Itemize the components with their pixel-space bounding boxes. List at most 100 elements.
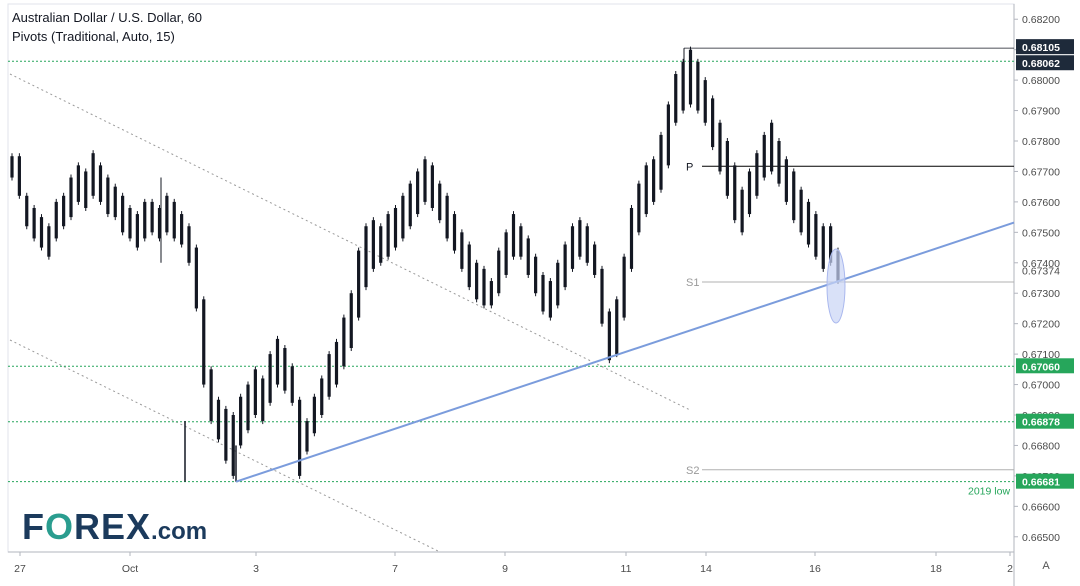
candle-body-86	[644, 165, 648, 215]
candle-body-103	[770, 122, 774, 172]
candle-body-22	[172, 201, 176, 239]
pivot-label-s2: S2	[686, 465, 699, 477]
candle-body-36	[275, 338, 280, 385]
candle-body-63	[475, 262, 479, 300]
pivot-label-s1: S1	[686, 277, 699, 289]
candle-body-26	[202, 299, 206, 385]
time-tick-6: 14	[700, 563, 712, 575]
price-label-3: 0.67060	[1022, 361, 1060, 373]
candle-body-8	[69, 177, 73, 218]
candle-body-76	[570, 226, 575, 269]
time-tick-4: 9	[502, 563, 508, 575]
candle-body-84	[629, 207, 634, 269]
candle-body-109	[814, 214, 818, 257]
candle-body-6	[54, 201, 58, 239]
pivot-indicator-label[interactable]: Pivots (Traditional, Auto, 15)	[12, 29, 175, 44]
price-label-4: 0.66878	[1022, 417, 1060, 429]
price-tick-16: 0.66600	[1022, 501, 1060, 513]
candle-body-111	[829, 226, 833, 263]
auto-scale-button[interactable]: A	[1042, 560, 1050, 572]
candle-body-41	[312, 396, 316, 434]
price-label-1: 0.68062	[1022, 58, 1060, 70]
price-label-0: 0.68105	[1022, 42, 1060, 54]
candle-body-77	[578, 220, 582, 257]
candle-body-91	[681, 61, 685, 111]
time-tick-5: 11	[621, 563, 632, 575]
candle-body-55	[416, 171, 420, 215]
time-tick-2: 3	[253, 563, 259, 575]
price-tick-5: 0.67700	[1022, 166, 1060, 178]
candle-body-85	[637, 183, 641, 233]
price-label-box-3	[1016, 358, 1074, 374]
candle-body-19	[150, 201, 154, 233]
channel-line-upper	[9, 73, 691, 411]
candle-body-47	[357, 250, 361, 318]
candle-body-98	[733, 165, 737, 221]
candle-body-99	[740, 189, 744, 233]
candle-body-74	[556, 262, 560, 306]
candle-body-23	[180, 214, 184, 245]
candle-body-108	[806, 201, 811, 245]
candle-body-15	[121, 195, 125, 233]
candle-body-12	[98, 165, 103, 202]
candle-body-13	[106, 177, 110, 215]
candle-body-64	[482, 268, 486, 306]
candle-body-96	[718, 122, 722, 172]
candle-body-42	[320, 378, 324, 415]
candle-body-39	[298, 399, 302, 476]
candle-body-110	[821, 226, 825, 269]
candle-body-80	[600, 268, 604, 324]
candle-body-73	[548, 281, 552, 318]
candle-body-30	[231, 415, 235, 476]
candle-body-90	[674, 74, 678, 123]
time-tick-0: 27	[14, 563, 26, 575]
logo-o: O	[45, 506, 75, 547]
price-tick-17: 0.66500	[1022, 532, 1060, 544]
candle-body-72	[541, 274, 545, 312]
candle-body-88	[659, 134, 663, 190]
price-tick-0: 0.68200	[1022, 14, 1060, 26]
candle-body-48	[364, 226, 368, 288]
candle-body-70	[526, 238, 530, 275]
candle-body-59	[445, 195, 449, 239]
candle-body-3	[32, 207, 36, 239]
candle-body-9	[76, 165, 80, 202]
price-tick-9: 0.67300	[1022, 288, 1060, 300]
candle-body-89	[666, 104, 670, 166]
candle-body-50	[379, 226, 383, 263]
support-trendline	[235, 221, 1015, 483]
logo-rest: REX	[74, 506, 152, 547]
price-label-2: 0.67374	[1022, 266, 1060, 278]
candle-body-17	[135, 214, 139, 248]
candle-body-93	[696, 61, 700, 111]
candle-body-25	[194, 247, 198, 309]
highlight-ellipse	[826, 248, 846, 324]
time-tick-7: 16	[809, 563, 821, 575]
candle-body-53	[401, 195, 405, 239]
candle-body-78	[585, 226, 589, 263]
candle-body-2	[25, 195, 29, 227]
price-tick-3: 0.67900	[1022, 106, 1060, 118]
candle-body-28	[216, 399, 221, 440]
candle-body-27	[209, 369, 213, 422]
candle-body-67	[504, 232, 508, 275]
candle-body-7	[62, 195, 66, 227]
candle-body-54	[408, 183, 412, 227]
price-tick-4: 0.67800	[1022, 136, 1060, 148]
price-label-box-4	[1016, 413, 1074, 429]
candle-body-79	[593, 244, 597, 275]
candle-body-57	[430, 165, 434, 208]
candle-body-40	[305, 421, 309, 452]
price-tick-6: 0.67600	[1022, 197, 1060, 209]
candle-body-38	[290, 366, 294, 403]
candle-body-11	[91, 153, 95, 196]
price-tick-10: 0.67200	[1022, 319, 1060, 331]
price-tick-12: 0.67000	[1022, 380, 1060, 392]
price-tick-11: 0.67100	[1022, 349, 1060, 361]
price-label-box-5	[1016, 473, 1074, 489]
price-tick-2: 0.68000	[1022, 75, 1060, 87]
candle-body-65	[489, 281, 493, 306]
price-label-5: 0.66681	[1022, 477, 1060, 489]
